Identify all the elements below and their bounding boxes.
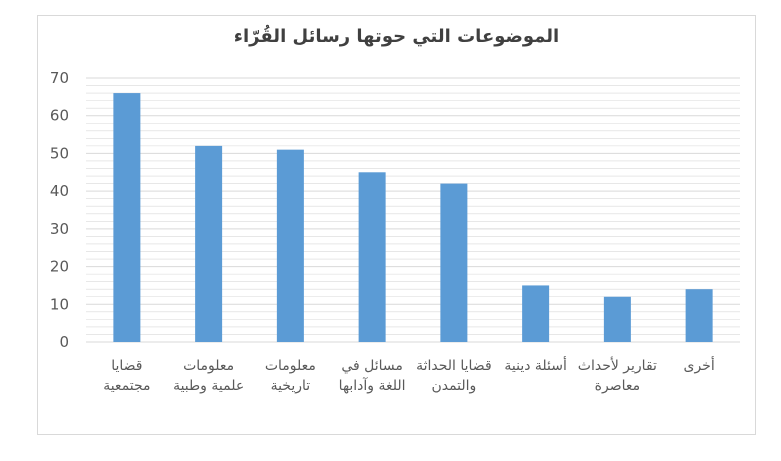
x-tick-label: مسائل في اللغة وآدابها (338, 358, 406, 394)
bar (522, 285, 550, 342)
x-tick-label: معلومات علمية وطبية (173, 358, 245, 394)
bar (603, 296, 631, 342)
bar (276, 149, 304, 342)
y-tick-label: 20 (50, 258, 69, 276)
bar (113, 93, 141, 342)
y-tick-label: 70 (50, 69, 69, 87)
x-tick-label: معلومات تاريخية (264, 358, 316, 394)
chart-area (37, 15, 756, 435)
x-tick-label: أسئلة دينية (504, 358, 567, 374)
y-tick-label: 10 (50, 295, 69, 313)
y-tick-label: 50 (50, 144, 69, 162)
bar (685, 289, 713, 342)
y-tick-label: 0 (59, 333, 69, 351)
x-tick-label: أخرى (683, 358, 715, 374)
x-tick-label: تقارير لأحداث معاصرة (577, 358, 657, 394)
x-tick-label: قضايا الحداثة والتمدن (416, 358, 492, 394)
bar (195, 145, 223, 342)
y-tick-label: 30 (50, 220, 69, 238)
x-tick-label: قضايا مجتمعية (103, 358, 151, 394)
y-tick-label: 60 (50, 107, 69, 125)
bar (440, 183, 468, 342)
y-tick-label: 40 (50, 182, 69, 200)
chart-title: الموضوعات التي حوتها رسائل القُرّاء (233, 26, 560, 47)
bar (358, 172, 386, 342)
